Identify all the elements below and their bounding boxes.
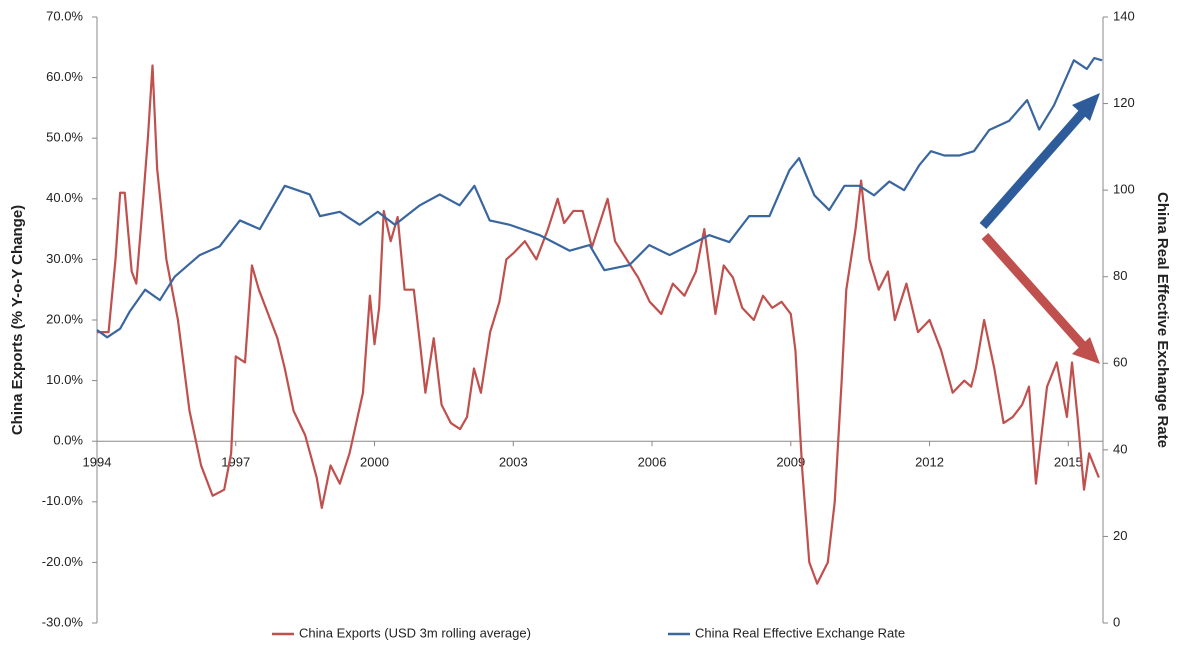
down-arrow-head [1072,337,1100,364]
y-tick-label: 0.0% [53,433,83,448]
y-tick-label: -10.0% [42,493,84,508]
y2-tick-label: 80 [1113,268,1127,283]
series-line [97,64,1100,585]
up-arrow-head [1072,93,1100,121]
x-tick-label: 2006 [638,455,667,470]
y-tick-label: 10.0% [46,372,83,387]
y-tick-label: 50.0% [46,130,83,145]
legend-label: China Real Effective Exchange Rate [695,625,905,640]
y-tick-label: 40.0% [46,190,83,205]
y2-tick-label: 60 [1113,355,1127,370]
y2-tick-label: 0 [1113,614,1120,629]
y-tick-label: 30.0% [46,251,83,266]
x-tick-label: 1994 [83,455,112,470]
x-tick-label: 2003 [499,455,528,470]
series-line [96,57,1103,339]
x-tick-label: 2000 [360,455,389,470]
y-tick-label: -20.0% [42,554,84,569]
y-tick-label: 60.0% [46,69,83,84]
y2-tick-label: 20 [1113,528,1127,543]
x-tick-label: 1997 [221,455,250,470]
y2-tick-label: 120 [1113,95,1135,110]
y2-axis-title: China Real Effective Exchange Rate [1154,192,1171,448]
y-tick-label: -30.0% [42,614,84,629]
x-tick-label: 2009 [776,455,805,470]
arrows [979,93,1100,364]
y2-tick-label: 40 [1113,441,1127,456]
y-tick-label: 70.0% [46,8,83,23]
y-axis-title: China Exports (% Y-o-Y Change) [9,205,26,435]
x-tick-label: 2015 [1054,455,1083,470]
y2-tick-label: 140 [1113,8,1135,23]
x-tick-label: 2012 [915,455,944,470]
y-tick-label: 20.0% [46,311,83,326]
legend-label: China Exports (USD 3m rolling average) [299,625,531,640]
up-arrow [979,107,1089,229]
down-arrow [981,233,1089,351]
y2-tick-label: 100 [1113,182,1135,197]
